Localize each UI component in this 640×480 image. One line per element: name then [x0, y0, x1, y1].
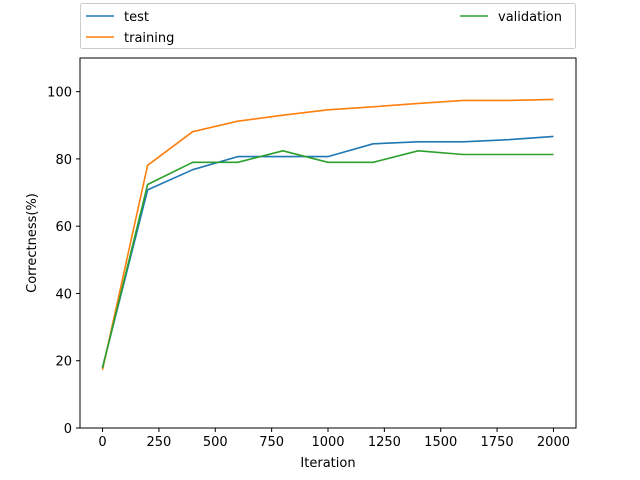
- y-tick-label: 20: [55, 355, 72, 370]
- x-axis-label: Iteration: [300, 456, 355, 471]
- x-tick-label: 1750: [481, 435, 514, 450]
- legend-label-validation: validation: [498, 10, 562, 25]
- series-line-validation: [101, 150, 554, 369]
- y-axis: 0 20 40 60 80 100: [47, 86, 80, 437]
- x-tick-label: 500: [203, 435, 228, 450]
- x-tick-label: 2000: [537, 435, 570, 450]
- x-tick-label: 750: [259, 435, 284, 450]
- y-tick-label: 60: [55, 220, 72, 235]
- x-tick-label: 1250: [368, 435, 401, 450]
- legend-label-training: training: [124, 31, 174, 46]
- x-tick-label: 0: [98, 435, 106, 450]
- y-tick-label: 80: [55, 153, 72, 168]
- legend-label-test: test: [124, 10, 149, 25]
- x-tick-label: 1500: [424, 435, 457, 450]
- legend-box: [80, 3, 576, 49]
- y-tick-label: 100: [47, 86, 72, 101]
- x-tick-label: 1000: [311, 435, 344, 450]
- x-tick-label: 250: [146, 435, 171, 450]
- y-axis-label: Correctness(%): [25, 193, 40, 293]
- y-tick-label: 0: [64, 422, 72, 437]
- y-tick-label: 40: [55, 287, 72, 302]
- x-axis: 0 250 500 750 1000 1250 1500 1750 2000: [98, 428, 570, 450]
- plot-lines: [101, 98, 554, 370]
- axes-frame: [79, 57, 577, 429]
- legend: test training validation: [80, 3, 576, 49]
- series-line-test: [101, 135, 554, 368]
- series-line-training: [101, 98, 554, 370]
